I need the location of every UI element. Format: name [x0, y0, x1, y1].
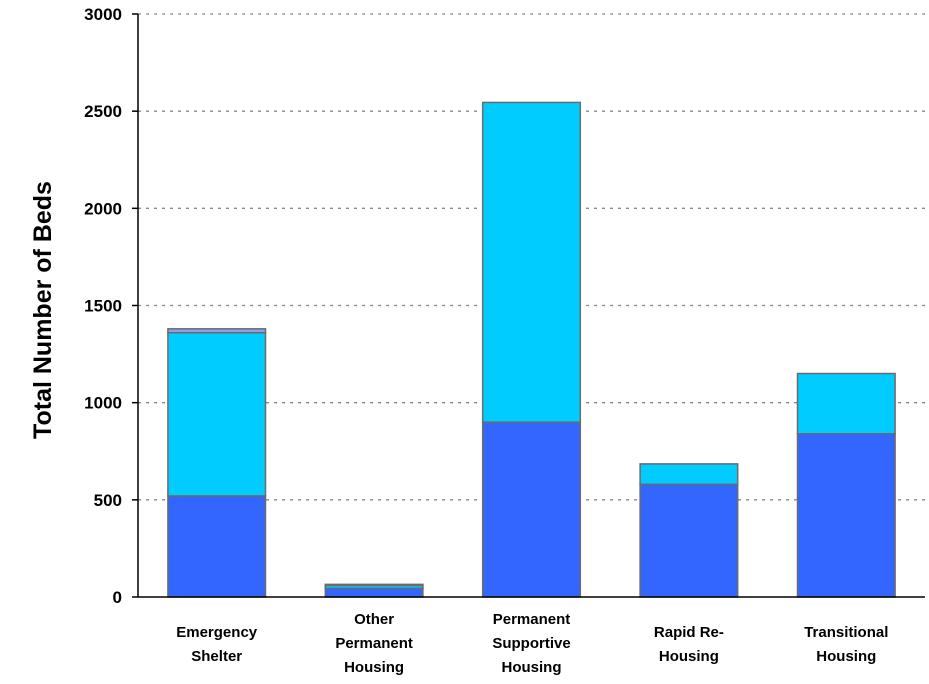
x-tick-label: Emergency Shelter	[176, 624, 258, 665]
x-tick-line: Supportive	[492, 635, 570, 652]
x-tick-label: Transitional Housing	[804, 624, 888, 665]
bar-segment-4-0	[796, 433, 896, 598]
x-tick-label: Rapid Re- Housing	[654, 624, 724, 665]
x-tick-line: Permanent	[493, 611, 571, 628]
y-tick-label: 0	[113, 588, 122, 607]
y-tick-label: 2500	[84, 102, 122, 121]
x-tick-line: Housing	[659, 648, 719, 665]
y-tick-labels: 0 500 1000 1500 2000 2500 3000	[84, 5, 138, 607]
bar-segment-2-1	[481, 101, 582, 423]
x-tick-line: Housing	[502, 659, 562, 676]
y-tick-label: 1000	[84, 394, 122, 413]
bar-segment-3-1	[639, 463, 739, 486]
x-tick-line: Emergency	[176, 624, 258, 641]
y-axis-label: Total Number of Beds	[29, 181, 57, 439]
y-tick-label: 500	[94, 491, 122, 510]
y-tick-label: 3000	[84, 5, 122, 24]
x-tick-line: Housing	[816, 648, 876, 665]
x-tick-line: Transitional	[804, 624, 888, 641]
bar-segment-0-0	[167, 495, 267, 598]
x-tick-label: Permanent Supportive Housing	[492, 611, 570, 676]
y-tick-label: 2000	[84, 199, 122, 218]
x-tick-line: Other	[354, 611, 394, 628]
x-tick-line: Housing	[344, 659, 404, 676]
x-tick-line: Rapid Re-	[654, 624, 724, 641]
bar-segment-1-0	[324, 587, 424, 598]
bar-segment-0-2	[167, 328, 267, 334]
bar-segment-0-1	[167, 331, 267, 497]
x-tick-label: Other Permanent Housing	[335, 611, 413, 676]
bar-segment-3-0	[639, 483, 739, 598]
x-tick-line: Permanent	[335, 635, 413, 652]
y-tick-label: 1500	[84, 297, 122, 316]
bar-segment-4-1	[796, 372, 896, 435]
bar-segment-1-2	[324, 583, 424, 587]
bar-segment-2-0	[481, 421, 582, 598]
x-tick-line: Shelter	[191, 648, 242, 665]
bars	[167, 101, 896, 598]
